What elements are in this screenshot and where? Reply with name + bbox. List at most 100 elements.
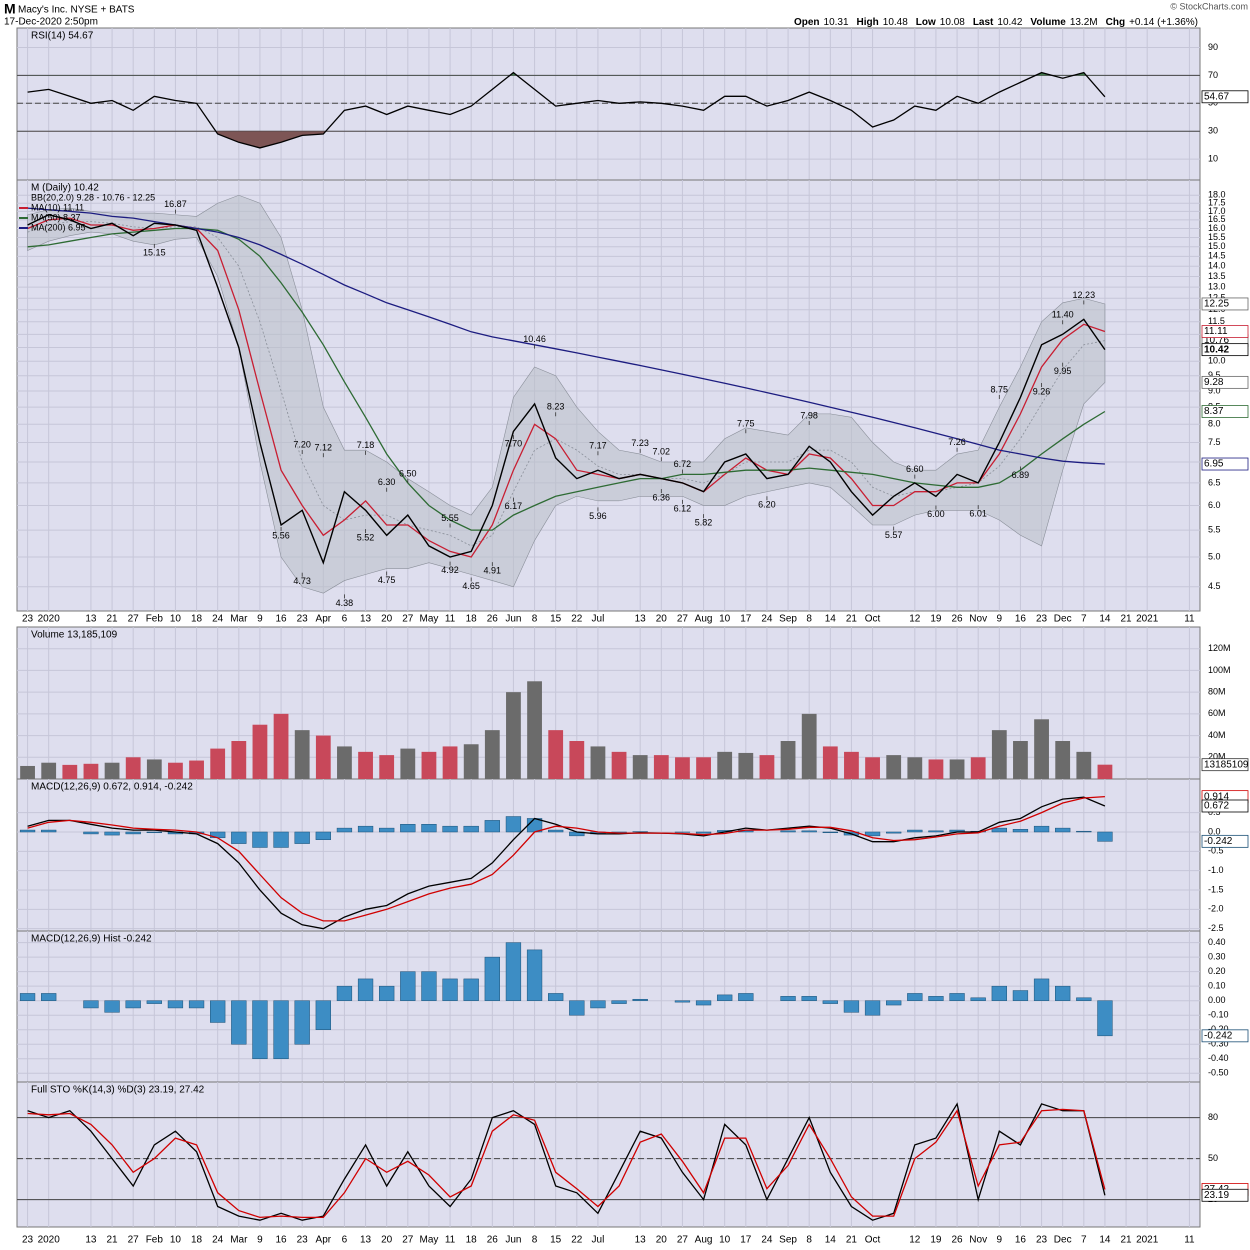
bar xyxy=(674,1000,691,1003)
y-tick-label: 40M xyxy=(1208,730,1226,740)
x-tick-label: May xyxy=(419,1235,438,1246)
x-tick-label: 16 xyxy=(1015,1235,1027,1246)
bar xyxy=(146,759,162,779)
value-tag-box xyxy=(1201,405,1249,418)
x-tick-label: 18 xyxy=(191,614,203,625)
bar xyxy=(1097,764,1113,779)
y-tick-label: 17.0 xyxy=(1208,206,1226,216)
bar xyxy=(442,978,458,1001)
quote-value: 10.08 xyxy=(940,17,965,28)
bar xyxy=(970,997,986,1001)
x-tick-label: 2021 xyxy=(1136,1235,1159,1246)
bar xyxy=(188,1000,205,1009)
bar xyxy=(20,765,35,779)
price-annotation: 5.96 xyxy=(589,511,607,521)
bar xyxy=(189,760,204,779)
y-tick-label: -1.5 xyxy=(1208,884,1224,894)
price-annotation: 4.38 xyxy=(336,598,354,608)
macd-hist-bar xyxy=(357,825,374,833)
x-tick-label: 13 xyxy=(85,1235,97,1246)
value-tag-box xyxy=(1201,325,1249,338)
x-tick-label: 13 xyxy=(635,614,647,625)
value-tag-box xyxy=(1201,375,1249,389)
value-tag-box xyxy=(1201,799,1249,813)
x-tick-label: 9 xyxy=(997,614,1003,625)
y-tick-label: 50 xyxy=(1208,1153,1218,1163)
price-annotation: 4.75 xyxy=(378,575,396,585)
macd-hist-bar xyxy=(928,830,944,833)
panel-title: Volume 13,185,109 xyxy=(31,630,118,641)
x-tick-label: Nov xyxy=(969,1235,987,1246)
bar xyxy=(780,741,796,779)
price-annotation: 4.91 xyxy=(484,566,502,576)
bar xyxy=(83,763,99,779)
bar xyxy=(294,1000,310,1045)
bar xyxy=(357,978,374,1001)
oversold-area xyxy=(27,131,1105,148)
x-tick-label: Jun xyxy=(505,1235,521,1246)
price-annotation: 9.26 xyxy=(1033,386,1051,396)
y-tick-label: 16.0 xyxy=(1208,223,1226,233)
macd-hist-bar xyxy=(125,831,141,835)
bar xyxy=(801,713,817,779)
x-tick-label: 21 xyxy=(1121,1235,1133,1246)
y-tick-label: 70 xyxy=(1208,70,1218,80)
x-tick-label: 16 xyxy=(276,1235,288,1246)
y-tick-label: 0.10 xyxy=(1208,981,1226,991)
y-tick-label: -0.10 xyxy=(1208,1010,1229,1020)
value-tag-box xyxy=(1201,90,1249,104)
macd-hist-bar xyxy=(421,824,437,833)
x-tick-label: 11 xyxy=(1184,1235,1195,1246)
bar xyxy=(273,1000,289,1060)
price-annotation: 7.12 xyxy=(315,443,333,453)
bar xyxy=(315,735,331,779)
value-tag: 6.95 xyxy=(1204,459,1224,470)
macd-hist-bar xyxy=(41,829,57,833)
quote-value: 10.48 xyxy=(883,17,908,28)
line-series xyxy=(27,217,1106,558)
bar xyxy=(19,993,36,1001)
bar xyxy=(738,752,754,779)
price-annotation: 7.75 xyxy=(737,419,755,429)
line-series xyxy=(27,1102,1106,1221)
bar xyxy=(653,755,669,779)
bar xyxy=(252,724,268,779)
x-tick-label: 24 xyxy=(761,614,773,625)
value-tag: 8.37 xyxy=(1204,406,1224,417)
bar xyxy=(104,1000,120,1013)
line-series xyxy=(27,227,1106,531)
bar xyxy=(442,746,458,779)
x-tick-label: Aug xyxy=(695,1235,713,1246)
x-tick-label: 14 xyxy=(825,1235,837,1246)
x-tick-label: 8 xyxy=(806,614,812,625)
line-series xyxy=(27,1108,1106,1219)
x-tick-label: 27 xyxy=(128,1235,140,1246)
y-tick-label: -1.0 xyxy=(1208,865,1224,875)
y-tick-label: 60M xyxy=(1208,708,1226,718)
x-tick-label: 23 xyxy=(297,1235,309,1246)
x-tick-label: 9 xyxy=(997,1235,1003,1246)
macd-hist-bar xyxy=(1012,829,1029,833)
bar xyxy=(970,757,986,779)
value-tag-box xyxy=(1201,343,1249,357)
x-tick-label: 20 xyxy=(381,1235,393,1246)
x-tick-label: 27 xyxy=(402,1235,414,1246)
x-tick-label: 20 xyxy=(656,614,668,625)
price-annotation: 5.52 xyxy=(357,532,375,542)
bar xyxy=(717,751,733,779)
price-annotation: 7.02 xyxy=(653,447,671,457)
bar xyxy=(527,681,542,779)
y-tick-label: -0.30 xyxy=(1208,1039,1229,1049)
legend-entry: BB(20,2.0) 9.28 - 10.76 - 12.25 xyxy=(31,192,155,202)
x-tick-label: 11 xyxy=(1184,614,1195,625)
bar xyxy=(569,741,585,779)
bar xyxy=(1076,751,1092,779)
y-tick-label: 20M xyxy=(1208,752,1226,762)
x-tick-label: 21 xyxy=(107,614,119,625)
price-annotation: 4.92 xyxy=(441,565,459,575)
bar xyxy=(1013,741,1028,779)
legend-entry: MA(200) 6.95 xyxy=(31,222,86,232)
bar xyxy=(210,1000,226,1023)
macd-hist-bar xyxy=(252,831,268,848)
price-annotation: 5.57 xyxy=(885,530,903,540)
